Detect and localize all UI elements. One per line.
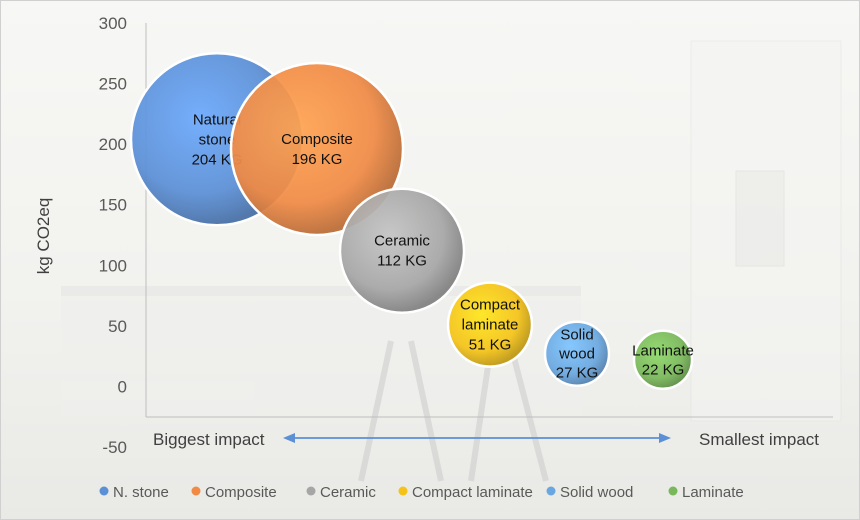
legend-marker xyxy=(546,486,556,496)
bubble-solid-wood: Solid wood 27 KG xyxy=(543,320,611,387)
smallest-impact-label: Smallest impact xyxy=(699,430,819,449)
legend-label: Compact laminate xyxy=(412,484,533,501)
bubble-label: Compact laminate 51 KG xyxy=(460,297,521,354)
bubbles: Natural stone 204 KG Composite 196 KG Ceramic… xyxy=(129,52,694,391)
bubble-mark xyxy=(446,281,534,368)
biggest-impact-label: Biggest impact xyxy=(153,430,265,449)
bubble-label: Composite 196 KG xyxy=(281,131,353,168)
y-tick-label: 250 xyxy=(99,75,127,94)
impact-arrow xyxy=(283,433,671,443)
bubble-composite: Composite 196 KG xyxy=(229,61,405,237)
y-tick-label: -50 xyxy=(102,438,127,457)
legend-marker xyxy=(191,486,201,496)
legend-marker xyxy=(306,486,316,496)
bubble-mark xyxy=(229,61,405,237)
legend-item: N. stone xyxy=(99,484,169,501)
bubble-mark xyxy=(338,187,466,314)
legend-label: Solid wood xyxy=(560,484,633,501)
y-tick-label: 150 xyxy=(99,196,127,215)
bubble-mark xyxy=(543,320,611,387)
legend-marker xyxy=(398,486,408,496)
legend-label: Composite xyxy=(205,484,277,501)
y-axis-label: kg CO2eq xyxy=(34,198,53,275)
y-axis-ticks: 300 250 200 150 100 50 0 -50 xyxy=(99,14,127,457)
bubble-label: Solid wood 27 KG xyxy=(556,327,599,382)
legend-item: Compact laminate xyxy=(398,484,533,501)
legend-item: Laminate xyxy=(668,484,744,501)
bubble-ceramic: Ceramic 112 KG xyxy=(338,187,466,314)
legend-label: Ceramic xyxy=(320,484,376,501)
legend-item: Composite xyxy=(191,484,277,501)
bubble-laminate: Laminate 22 KG xyxy=(632,329,694,391)
background-scene xyxy=(61,40,842,482)
bubble-mark xyxy=(632,329,694,391)
bubble-label: Ceramic 112 KG xyxy=(374,233,430,270)
legend-item: Solid wood xyxy=(546,484,633,501)
legend: N. stone Composite Ceramic Compact laminate… xyxy=(99,484,744,501)
y-tick-label: 100 xyxy=(99,256,127,275)
y-tick-label: 300 xyxy=(99,14,127,33)
y-tick-label: 50 xyxy=(108,317,127,336)
bubble-label: Laminate 22 KG xyxy=(632,342,694,378)
legend-label: Laminate xyxy=(682,484,744,501)
legend-marker xyxy=(668,486,678,496)
y-tick-label: 0 xyxy=(118,377,127,396)
y-tick-label: 200 xyxy=(99,135,127,154)
bubble-label: Natural stone 204 KG xyxy=(192,111,243,168)
legend-label: N. stone xyxy=(113,484,169,501)
legend-marker xyxy=(99,486,109,496)
legend-item: Ceramic xyxy=(306,484,376,501)
bubble-compact-laminate: Compact laminate 51 KG xyxy=(446,281,534,368)
